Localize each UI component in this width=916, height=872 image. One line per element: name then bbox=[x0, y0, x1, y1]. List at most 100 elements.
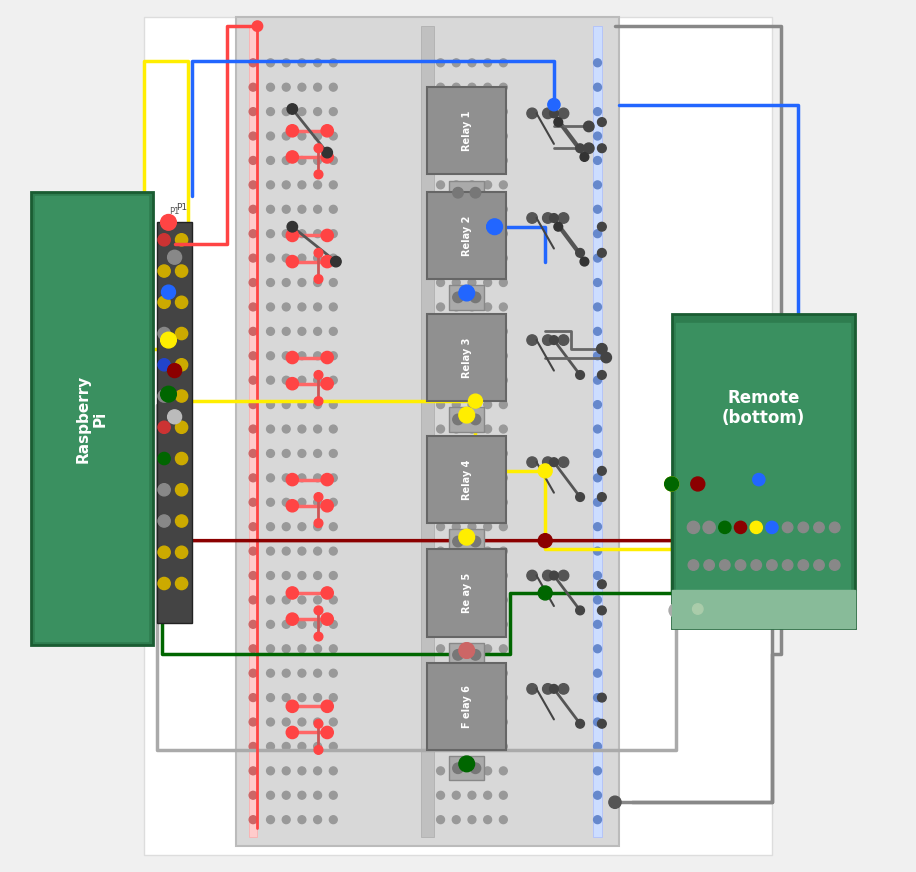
Circle shape bbox=[267, 132, 275, 140]
Circle shape bbox=[558, 108, 569, 119]
Circle shape bbox=[267, 767, 275, 775]
Circle shape bbox=[468, 279, 476, 287]
Circle shape bbox=[158, 265, 170, 277]
Circle shape bbox=[249, 255, 257, 262]
Circle shape bbox=[330, 255, 337, 262]
Circle shape bbox=[249, 719, 257, 726]
Circle shape bbox=[453, 767, 460, 775]
Circle shape bbox=[554, 118, 562, 126]
Circle shape bbox=[313, 425, 322, 433]
Circle shape bbox=[176, 484, 188, 496]
Circle shape bbox=[158, 327, 170, 340]
Bar bbox=[449, 529, 485, 554]
Circle shape bbox=[558, 570, 569, 581]
Circle shape bbox=[453, 548, 460, 555]
Circle shape bbox=[766, 521, 778, 534]
Circle shape bbox=[298, 620, 306, 628]
Circle shape bbox=[267, 572, 275, 579]
Circle shape bbox=[298, 425, 306, 433]
Circle shape bbox=[437, 279, 444, 287]
Bar bbox=[428, 87, 506, 174]
Circle shape bbox=[453, 303, 460, 311]
Circle shape bbox=[330, 59, 337, 67]
Circle shape bbox=[453, 205, 460, 213]
Circle shape bbox=[437, 255, 444, 262]
Circle shape bbox=[499, 425, 507, 433]
Circle shape bbox=[313, 132, 322, 140]
Circle shape bbox=[468, 181, 476, 189]
Circle shape bbox=[484, 205, 492, 213]
Circle shape bbox=[330, 132, 337, 140]
Circle shape bbox=[459, 643, 474, 658]
Circle shape bbox=[751, 560, 761, 570]
Circle shape bbox=[499, 59, 507, 67]
Circle shape bbox=[453, 719, 460, 726]
Circle shape bbox=[594, 644, 602, 652]
Circle shape bbox=[282, 377, 290, 384]
Circle shape bbox=[437, 157, 444, 164]
Circle shape bbox=[484, 620, 492, 628]
Circle shape bbox=[499, 84, 507, 92]
Circle shape bbox=[330, 181, 337, 189]
Circle shape bbox=[594, 522, 602, 530]
Circle shape bbox=[313, 377, 322, 384]
Circle shape bbox=[468, 572, 476, 579]
Circle shape bbox=[594, 107, 602, 115]
Circle shape bbox=[499, 572, 507, 579]
Circle shape bbox=[484, 596, 492, 603]
Circle shape bbox=[330, 644, 337, 652]
Circle shape bbox=[298, 694, 306, 701]
Circle shape bbox=[176, 453, 188, 465]
Circle shape bbox=[798, 522, 809, 533]
Circle shape bbox=[453, 620, 460, 628]
Circle shape bbox=[249, 792, 257, 799]
Circle shape bbox=[314, 606, 322, 615]
Circle shape bbox=[576, 493, 584, 501]
Circle shape bbox=[176, 546, 188, 558]
Circle shape bbox=[176, 265, 188, 277]
Circle shape bbox=[486, 219, 503, 235]
Circle shape bbox=[313, 719, 322, 726]
Circle shape bbox=[330, 572, 337, 579]
Circle shape bbox=[298, 377, 306, 384]
Circle shape bbox=[330, 351, 337, 359]
Circle shape bbox=[453, 327, 460, 335]
Circle shape bbox=[314, 275, 322, 283]
Circle shape bbox=[176, 358, 188, 371]
Circle shape bbox=[576, 719, 584, 728]
Circle shape bbox=[313, 767, 322, 775]
Circle shape bbox=[298, 181, 306, 189]
Circle shape bbox=[313, 572, 322, 579]
Circle shape bbox=[330, 548, 337, 555]
Circle shape bbox=[484, 499, 492, 506]
Circle shape bbox=[453, 292, 463, 303]
Circle shape bbox=[437, 522, 444, 530]
Circle shape bbox=[330, 107, 337, 115]
Circle shape bbox=[437, 450, 444, 457]
Circle shape bbox=[470, 536, 481, 547]
Circle shape bbox=[249, 596, 257, 603]
Circle shape bbox=[692, 603, 703, 614]
Circle shape bbox=[282, 792, 290, 799]
Circle shape bbox=[736, 522, 746, 533]
Circle shape bbox=[736, 560, 746, 570]
Circle shape bbox=[249, 205, 257, 213]
Circle shape bbox=[314, 170, 322, 179]
Circle shape bbox=[499, 474, 507, 481]
Circle shape bbox=[719, 521, 731, 534]
Circle shape bbox=[453, 181, 460, 189]
Circle shape bbox=[594, 792, 602, 799]
Circle shape bbox=[313, 351, 322, 359]
Bar bbox=[676, 323, 850, 623]
Circle shape bbox=[484, 107, 492, 115]
Circle shape bbox=[583, 121, 594, 132]
Circle shape bbox=[594, 327, 602, 335]
Circle shape bbox=[282, 670, 290, 677]
Circle shape bbox=[594, 351, 602, 359]
Circle shape bbox=[798, 560, 809, 570]
Circle shape bbox=[499, 743, 507, 750]
Circle shape bbox=[322, 726, 333, 739]
Text: F elay 6: F elay 6 bbox=[462, 685, 472, 728]
Circle shape bbox=[499, 548, 507, 555]
Circle shape bbox=[437, 205, 444, 213]
